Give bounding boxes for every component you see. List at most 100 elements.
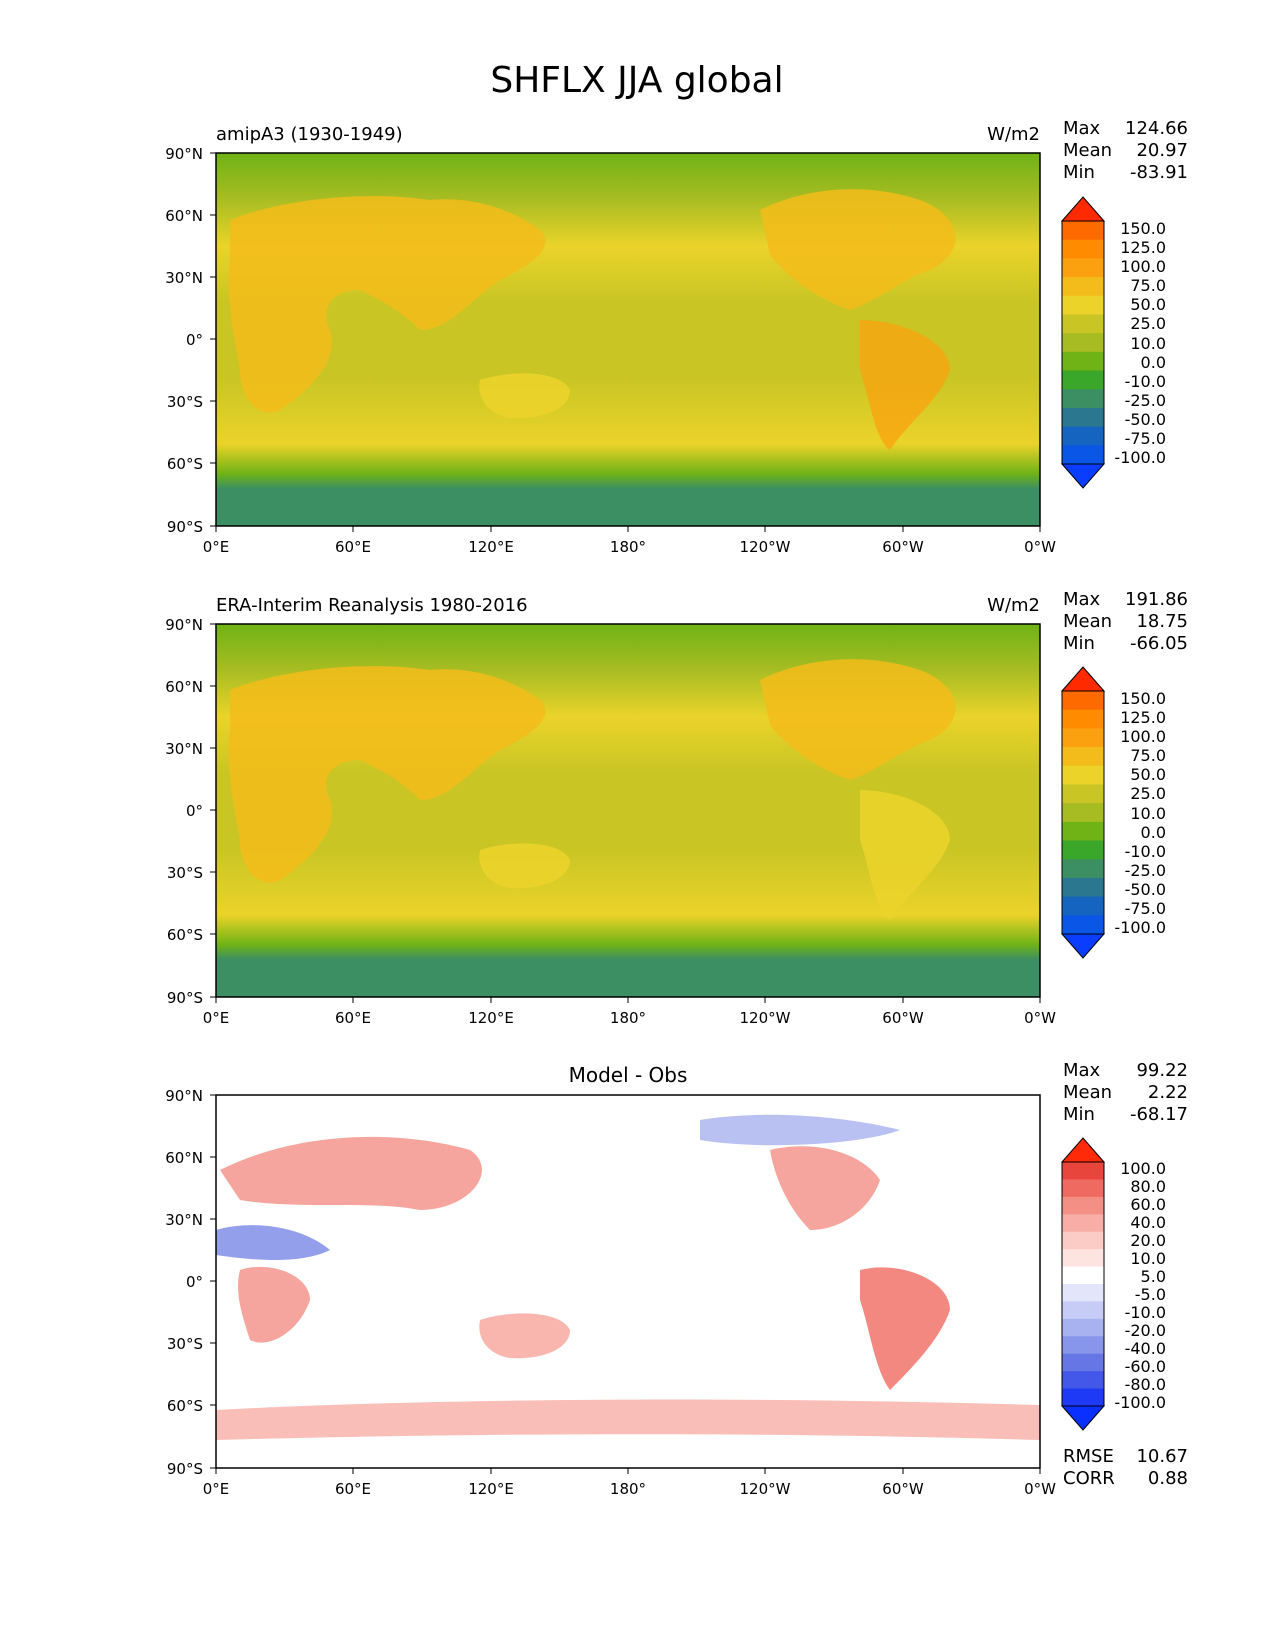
stats-block: Max 124.66 Mean 20.97 Min -83.91 <box>1063 118 1188 183</box>
colorbar-extend-max <box>1060 666 1106 692</box>
colorbar-extend-min <box>1060 1405 1106 1431</box>
colorbar-label: 40.0 <box>1130 1213 1166 1232</box>
panel-test: amipA3 (1930-1949) W/m2 90°N 60°N 30°N 0… <box>165 118 1188 556</box>
landmass-north-america <box>760 659 956 780</box>
colorbar-label: -25.0 <box>1125 391 1166 410</box>
colorbar-swatch <box>1062 1196 1104 1215</box>
stat-label: Max <box>1063 589 1101 610</box>
colorbar-swatch <box>1062 691 1104 711</box>
y-tick-label: 30°N <box>165 1211 203 1229</box>
colorbar-swatch <box>1062 747 1104 767</box>
colorbar-label: 10.0 <box>1130 804 1166 823</box>
colorbar-swatches <box>1060 196 1106 489</box>
y-tick-label: 0° <box>186 331 203 349</box>
x-tick-label: 0°E <box>203 1480 230 1498</box>
colorbar-swatch <box>1062 295 1104 315</box>
colorbar-swatch <box>1062 1318 1104 1337</box>
x-tick-label: 0°W <box>1024 1009 1056 1027</box>
colorbar-label: -40.0 <box>1125 1339 1166 1358</box>
stat-label: Max <box>1063 118 1101 139</box>
colorbar-extend-min <box>1060 463 1106 489</box>
colorbar-swatch <box>1062 859 1104 879</box>
colorbar-extend-max <box>1060 1137 1106 1163</box>
y-axis: 90°N 60°N 30°N 0° 30°S 60°S 90°S <box>165 1087 216 1478</box>
colorbar-swatch <box>1062 445 1104 465</box>
x-tick-label: 180° <box>610 1009 646 1027</box>
y-axis: 90°N 60°N 30°N 0° 30°S 60°S 90°S <box>165 145 216 536</box>
x-axis: 0°E 60°E 120°E 180° 120°W 60°W 0°W <box>203 997 1056 1027</box>
colorbar-label: 75.0 <box>1130 276 1166 295</box>
colorbar-swatch <box>1062 1162 1104 1180</box>
colorbar-swatches <box>1060 1137 1106 1431</box>
panel-reference: ERA-Interim Reanalysis 1980-2016 W/m2 90… <box>165 589 1188 1027</box>
colorbar-label: 5.0 <box>1141 1267 1166 1286</box>
stat-label: Mean <box>1063 611 1112 632</box>
stats-block: Max 191.86 Mean 18.75 Min -66.05 <box>1063 589 1188 654</box>
figure-title: SHFLX JJA global <box>490 60 783 101</box>
stat-label: Min <box>1063 162 1095 183</box>
colorbar-swatch <box>1062 1388 1104 1407</box>
colorbar-label: -100.0 <box>1114 918 1166 937</box>
colorbar-swatch <box>1062 1336 1104 1355</box>
colorbar-label: 100.0 <box>1120 727 1166 746</box>
landmass-australia <box>479 373 570 419</box>
stat-value: 124.66 <box>1125 118 1188 139</box>
landmass-australia <box>479 843 570 889</box>
y-tick-label: 90°N <box>165 145 203 163</box>
colorbar-swatch <box>1062 1284 1104 1302</box>
landmass-south-america <box>860 320 950 450</box>
y-tick-label: 60°S <box>167 926 203 944</box>
y-tick-label: 0° <box>186 1273 203 1291</box>
stat-value: -68.17 <box>1130 1104 1188 1125</box>
stat-label: Mean <box>1063 140 1112 161</box>
x-tick-label: 0°E <box>203 1009 230 1027</box>
stat-value: -66.05 <box>1130 633 1188 654</box>
colorbar-label: 60.0 <box>1130 1195 1166 1214</box>
stat-value: -83.91 <box>1130 162 1188 183</box>
x-axis: 0°E 60°E 120°E 180° 120°W 60°W 0°W <box>203 526 1056 556</box>
diff-blob-africa-south <box>238 1266 310 1343</box>
panel-center-title: Model - Obs <box>569 1063 688 1087</box>
colorbar-swatch <box>1062 370 1104 390</box>
colorbar-label: -80.0 <box>1125 1375 1166 1394</box>
colorbar-swatch <box>1062 1179 1104 1198</box>
colorbar: 150.0 125.0 100.0 75.0 50.0 25.0 10.0 0.… <box>1060 196 1166 489</box>
colorbar-swatch <box>1062 840 1104 860</box>
colorbar-swatch <box>1062 821 1104 842</box>
colorbar-swatch <box>1062 1266 1104 1285</box>
colorbar-swatch <box>1062 1353 1104 1372</box>
diff-blob-europe-asia <box>220 1136 482 1210</box>
colorbar-label: -100.0 <box>1114 1393 1166 1412</box>
stat-value: 191.86 <box>1125 589 1188 610</box>
landmass-eurasia-africa <box>228 196 546 413</box>
colorbar-label: 125.0 <box>1120 708 1166 727</box>
colorbar-label: 0.0 <box>1141 823 1166 842</box>
colorbar-swatch <box>1062 389 1104 409</box>
colorbar-swatch <box>1062 896 1104 916</box>
colorbar-swatch <box>1062 728 1104 748</box>
colorbar-swatch <box>1062 1214 1104 1233</box>
colorbar-label: 125.0 <box>1120 238 1166 257</box>
colorbar-swatch <box>1062 765 1104 785</box>
colorbar-swatch <box>1062 426 1104 446</box>
colorbar-label: -60.0 <box>1125 1357 1166 1376</box>
map-field <box>215 623 1041 998</box>
colorbar-swatch <box>1062 407 1104 428</box>
y-tick-label: 90°N <box>165 1087 203 1105</box>
colorbar-label: -10.0 <box>1125 1303 1166 1322</box>
y-tick-label: 60°S <box>167 1397 203 1415</box>
extra-stats-block: RMSE 10.67 CORR 0.88 <box>1063 1446 1188 1489</box>
landmass-north-america <box>760 189 956 310</box>
colorbar-swatches <box>1060 666 1106 959</box>
panel-left-title: ERA-Interim Reanalysis 1980-2016 <box>216 595 528 616</box>
y-tick-label: 90°S <box>167 989 203 1007</box>
colorbar-label: 10.0 <box>1130 334 1166 353</box>
stat-value: 0.88 <box>1148 1468 1188 1489</box>
colorbar-label: 150.0 <box>1120 219 1166 238</box>
map-field <box>215 1094 1041 1469</box>
colorbar-swatch <box>1062 239 1104 259</box>
x-tick-label: 120°W <box>740 538 791 556</box>
x-tick-label: 120°E <box>468 1480 514 1498</box>
colorbar-swatch <box>1062 709 1104 729</box>
colorbar-swatch <box>1062 351 1104 372</box>
